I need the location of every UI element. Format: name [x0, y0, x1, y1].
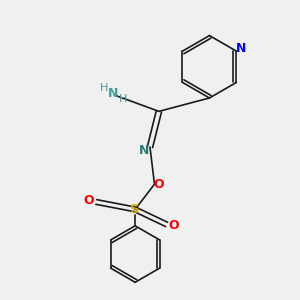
Text: N: N: [108, 87, 118, 100]
Text: O: O: [84, 194, 94, 207]
Text: N: N: [236, 42, 246, 55]
Text: O: O: [154, 178, 164, 191]
Text: H: H: [100, 82, 108, 93]
Text: O: O: [169, 219, 179, 232]
Text: S: S: [130, 203, 140, 216]
Text: N: N: [139, 143, 149, 157]
Text: H: H: [118, 94, 127, 103]
